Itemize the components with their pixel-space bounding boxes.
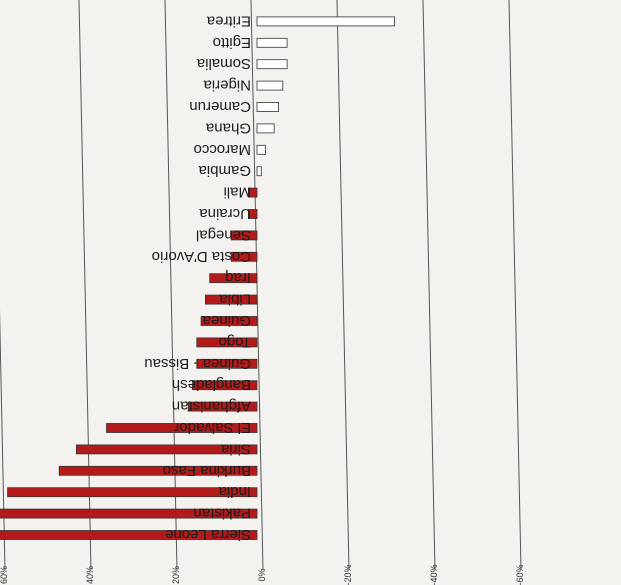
category-label: Burkina Faso [163, 462, 251, 479]
x-tick-label: -40% [429, 564, 439, 585]
gridline [250, 0, 264, 571]
bar-siria [75, 444, 258, 455]
category-label: Guinea [202, 312, 251, 329]
bar-libia [205, 294, 258, 305]
category-label: Guinea - Bissau [144, 355, 251, 372]
category-label: Gambia [198, 162, 251, 179]
bar-ghana [256, 123, 275, 134]
gridline [164, 0, 178, 571]
category-label: Iraq [225, 269, 251, 286]
category-label: Senegal [196, 226, 251, 243]
bar-mali [247, 187, 258, 198]
category-label: Costa D'Avorio [152, 248, 251, 265]
bar-el-salvador [106, 423, 258, 433]
category-label: Somalia [196, 55, 251, 72]
bar-iraq [209, 273, 258, 284]
bar-marocco [256, 144, 267, 155]
bar-gambia [256, 166, 262, 177]
gridline [422, 0, 436, 571]
bar-ucraina [247, 209, 258, 219]
category-label: India [218, 483, 251, 500]
x-tick-label: -20% [343, 564, 353, 585]
bar-burkina-faso [58, 465, 258, 476]
category-label: Bangladesh [172, 376, 251, 393]
x-axis-tick-labels: -60%-40%-20%0%20%40%60%80% [0, 564, 525, 585]
bar-togo [196, 337, 258, 348]
bar-bangladesh [192, 380, 258, 391]
x-tick-label: 20% [171, 566, 181, 584]
category-label: Ucraina [199, 205, 251, 222]
gridline [0, 0, 6, 571]
bar-egitto [256, 37, 288, 48]
bar-camerun [256, 102, 279, 112]
category-label: El Salvador [174, 419, 251, 436]
category-label: Ghana [205, 119, 251, 136]
bar-sierra-leone [0, 530, 258, 540]
bar-costa-d-avorio [230, 251, 258, 262]
category-label: Siria [220, 440, 251, 457]
category-label: Mali [223, 184, 251, 201]
bar-guinea [200, 316, 258, 326]
category-label: Pakistan [193, 505, 251, 522]
category-label: Sierra Leone [165, 526, 251, 543]
x-tick-label: -60% [515, 564, 525, 585]
bar-india [7, 487, 258, 498]
bar-senegal [230, 230, 258, 241]
bar-nigeria [256, 80, 284, 91]
bar-afghanistan [187, 401, 258, 412]
category-labels: Sierra Leone Pakistan India Burkina Faso Sir… [144, 12, 251, 543]
gridline [78, 0, 92, 571]
bar-pakistan [0, 508, 258, 519]
bars [0, 16, 396, 540]
bar-guinea-bissau [196, 358, 258, 369]
gridline [508, 0, 522, 571]
bar-eritrea [256, 16, 396, 27]
category-label: Marocco [193, 141, 251, 158]
x-tick-label: 40% [85, 566, 95, 584]
category-label: Egitto [213, 34, 251, 51]
bar-somalia [256, 59, 288, 70]
category-label: Togo [218, 333, 251, 350]
gridline [336, 0, 350, 571]
category-label: Eritrea [206, 12, 251, 29]
category-label: Camerun [189, 98, 251, 115]
category-label: Nigeria [203, 77, 251, 94]
category-label: Afghanistan [172, 398, 251, 415]
category-label: Libia [219, 291, 251, 308]
x-tick-label: 0% [257, 568, 267, 581]
x-tick-label: 60% [0, 566, 9, 584]
